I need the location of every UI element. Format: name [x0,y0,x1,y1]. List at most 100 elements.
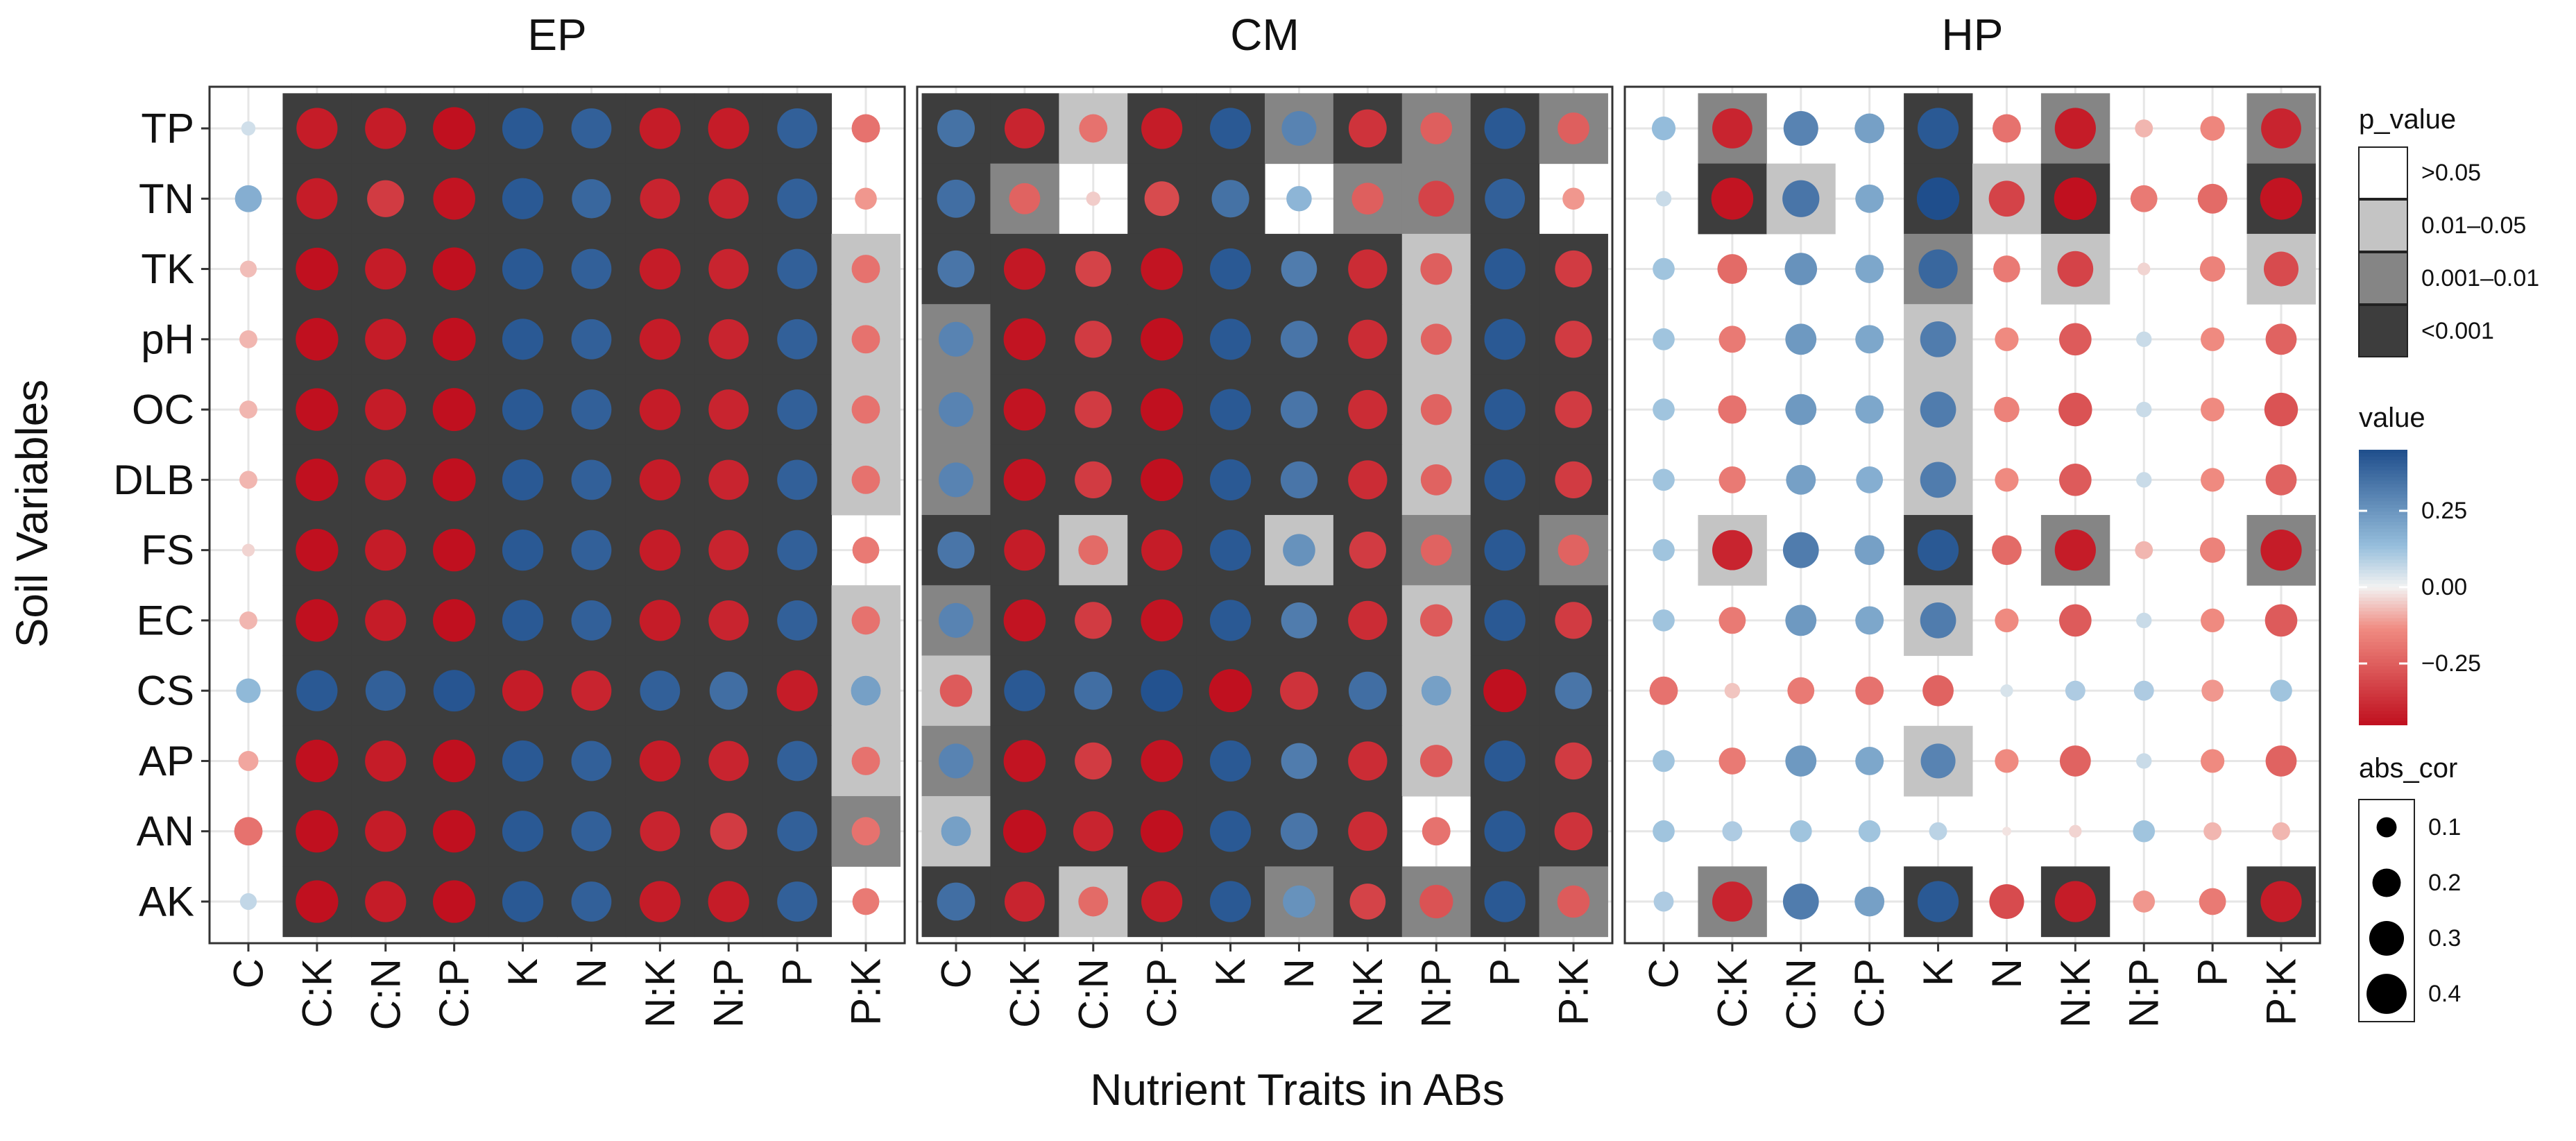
correlation-dot [1420,464,1452,496]
correlation-dot [1141,810,1184,853]
correlation-dot [236,678,261,703]
colorbar-segment [2359,597,2407,602]
colorbar-segment [2359,656,2407,660]
x-tick-label: C:K [293,958,340,1028]
p-value-key [2358,305,2408,357]
correlation-dot [1653,257,1675,280]
colorbar-segment [2359,704,2407,709]
y-tick-label: TP [141,105,194,152]
colorbar-segment [2359,563,2407,568]
correlation-dot [1075,742,1112,780]
correlation-dot [2059,464,2092,496]
correlation-dot [2054,530,2096,571]
correlation-dot [1141,318,1184,361]
correlation-dot [1003,599,1046,642]
y-tick-label: AK [139,879,194,925]
colorbar-segment [2359,697,2407,702]
correlation-dot [708,600,749,641]
correlation-dot [571,881,612,922]
correlation-dot [2201,468,2225,492]
correlation-dot [777,108,818,149]
correlation-dot [1348,109,1387,148]
correlation-dot [1917,881,1959,922]
correlation-dot [1785,605,1817,636]
correlation-dot [2054,108,2096,149]
x-tick-label: C:P [431,958,477,1028]
colorbar-segment [2359,652,2407,657]
correlation-dot [1141,458,1184,502]
correlation-dot [1421,675,1451,706]
correlation-dot [365,530,407,571]
correlation-dot [1003,388,1046,431]
correlation-dot [1920,321,1956,357]
correlation-dot [1281,743,1317,779]
colorbar-segment [2359,525,2407,530]
colorbar-segment [2359,473,2407,478]
correlation-dot [1484,459,1526,500]
correlation-dot [708,389,749,430]
correlation-dot [2260,881,2302,922]
correlation-dot [1558,112,1589,144]
colorbar-segment [2359,659,2407,664]
correlation-dot [365,389,407,430]
correlation-dot [241,543,255,557]
correlation-dot [1854,535,1885,566]
correlation-dot [1074,671,1113,710]
correlation-dot [1562,187,1585,210]
correlation-dot [1555,602,1592,639]
correlation-dot [296,880,339,923]
correlation-dot [1418,180,1455,217]
colorbar-segment [2359,480,2407,485]
correlation-dot [2265,464,2297,496]
correlation-dot [1484,389,1526,430]
correlation-dot [1144,181,1179,217]
p-value-key-label: >0.05 [2421,160,2481,186]
correlation-dot [1854,886,1885,917]
colorbar-segment [2359,700,2407,705]
correlation-dot [1782,180,1820,217]
y-tick-label: OC [132,387,194,433]
correlation-dot [502,600,544,641]
correlation-dot [1712,108,1752,149]
correlation-dot [296,810,339,853]
correlation-dot [851,675,881,706]
colorbar-segment [2359,546,2407,550]
correlation-dot [1785,745,1817,777]
y-tick-label: AN [137,808,194,854]
correlation-dot [1855,676,1884,705]
correlation-dot [2201,397,2225,422]
correlation-dot [571,741,612,781]
x-tick-label: N [1984,958,2030,988]
correlation-dot [708,319,749,360]
abs-cor-key-dot [2376,817,2397,838]
correlation-dot [1209,248,1252,290]
colorbar-segment [2359,587,2407,591]
colorbar-segment [2359,666,2407,670]
colorbar-segment [2359,679,2407,684]
correlation-dot [365,740,407,782]
correlation-dot [1141,881,1183,922]
colorbar-segment [2359,690,2407,695]
correlation-dot [1724,682,1741,699]
correlation-dot [1004,670,1046,711]
correlation-dot [1785,394,1817,425]
x-tick-label: N:P [706,958,752,1028]
correlation-dot [2201,749,2225,773]
x-axis-label: Nutrient Traits in ABs [1090,1065,1505,1115]
x-tick-label: P:K [1551,958,1597,1026]
correlation-dot [2133,820,2156,843]
correlation-dot [1718,747,1746,775]
correlation-dot [1995,327,2019,351]
correlation-dot [296,247,339,291]
colorbar-segment [2359,721,2407,725]
correlation-dot [939,674,973,707]
correlation-dot [1651,116,1676,141]
abs-cor-key-dot [2372,868,2401,897]
correlation-dot [777,881,818,922]
correlation-dot [1003,318,1046,361]
correlation-dot [777,530,818,570]
correlation-dot [571,459,612,500]
x-tick-label: C:P [1138,958,1185,1028]
correlation-dot [2201,327,2225,351]
correlation-dot [1348,249,1388,289]
